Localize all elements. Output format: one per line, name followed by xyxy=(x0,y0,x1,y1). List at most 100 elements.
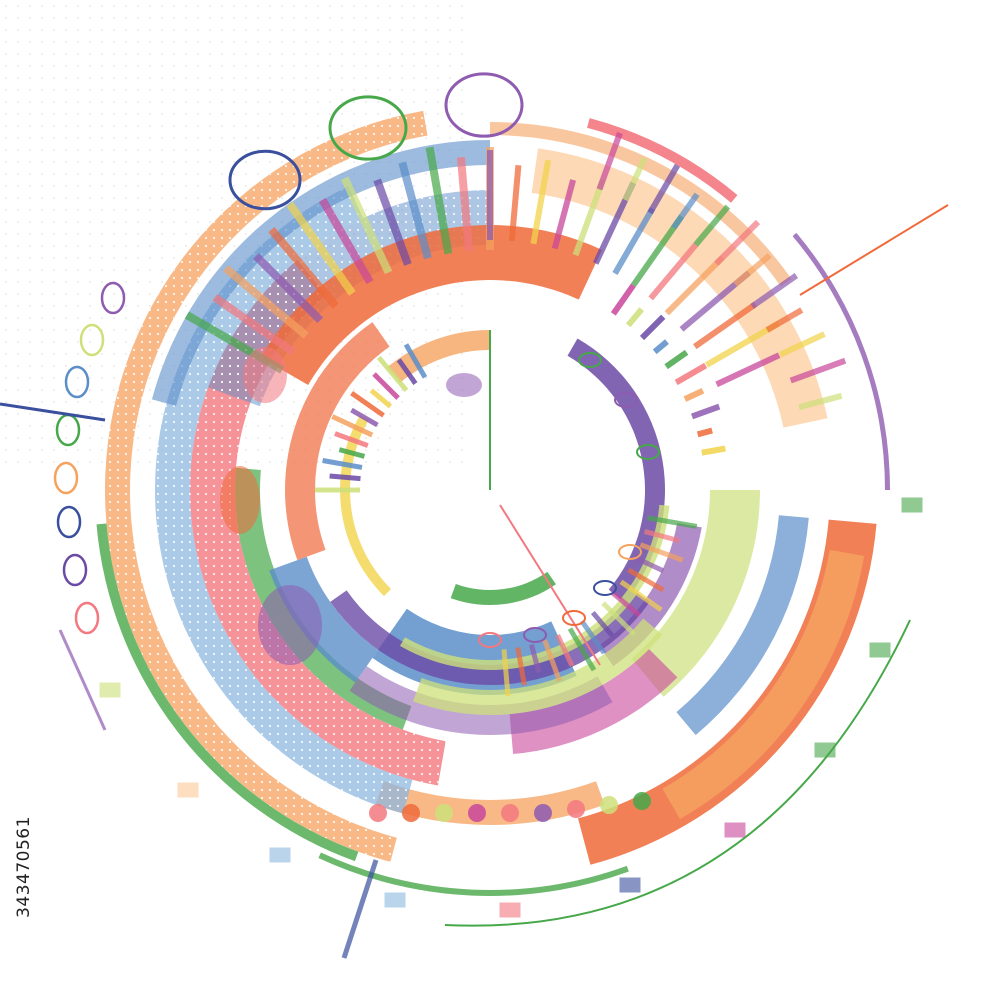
bottom-dot xyxy=(435,804,453,822)
radial-tick xyxy=(664,349,689,370)
radial-tick xyxy=(369,388,393,409)
radial-tick xyxy=(696,427,713,438)
ring-segment xyxy=(260,225,602,385)
blob xyxy=(243,347,287,403)
radial-tick xyxy=(789,357,847,384)
radial-tick xyxy=(664,255,725,316)
radial-tick xyxy=(765,307,804,333)
radial-tick xyxy=(778,331,826,358)
bottom-dot xyxy=(600,796,618,814)
radial-tick xyxy=(372,372,400,400)
bottom-dot xyxy=(468,804,486,822)
radial-tick xyxy=(223,265,309,339)
bottom-dot xyxy=(402,804,420,822)
ring-segment xyxy=(349,666,613,735)
outline-circle xyxy=(328,95,408,161)
radial-tick xyxy=(555,633,575,667)
radial-tick xyxy=(622,157,648,202)
ring-segment xyxy=(587,118,738,203)
radial-tick xyxy=(542,639,562,682)
accent-line xyxy=(0,402,106,422)
radial-tick xyxy=(643,528,680,544)
ring-segment xyxy=(567,338,665,603)
ring-segment xyxy=(531,148,828,428)
outline-ring xyxy=(64,365,90,399)
radial-tick xyxy=(572,178,606,257)
radial-tick xyxy=(515,647,527,686)
radial-tick xyxy=(714,219,761,266)
small-block xyxy=(901,497,923,513)
radial-tick xyxy=(373,178,412,266)
ring-segment xyxy=(413,618,663,715)
outline-ring xyxy=(74,601,100,635)
small-block xyxy=(619,877,641,893)
bottom-dot xyxy=(501,804,519,822)
radial-tick xyxy=(691,403,721,420)
scattered-decorations xyxy=(0,72,949,959)
radial-tick xyxy=(625,307,644,328)
outline-circle xyxy=(228,149,302,211)
radial-tick xyxy=(528,643,542,674)
ring-segment xyxy=(490,122,792,287)
radial-tick xyxy=(633,555,665,573)
radial-tick xyxy=(693,301,758,350)
inner-ring xyxy=(636,444,660,460)
radial-tick xyxy=(329,473,361,482)
radial-tick-bars xyxy=(184,131,847,697)
radial-tick xyxy=(610,590,641,618)
blob xyxy=(258,585,322,665)
radial-tick xyxy=(619,579,663,612)
radial-tick xyxy=(551,179,576,250)
stock-id-label: 343470561 xyxy=(8,742,40,992)
radial-tick xyxy=(530,159,552,245)
radial-tick xyxy=(610,283,636,316)
needle-line xyxy=(499,504,601,666)
outline-ring xyxy=(100,281,126,315)
radial-tick xyxy=(456,156,474,252)
bottom-dot xyxy=(633,792,651,810)
radial-tick xyxy=(715,352,781,388)
small-block xyxy=(269,847,291,863)
radial-tick xyxy=(612,207,656,275)
bottom-dot xyxy=(369,804,387,822)
ring-segment xyxy=(340,415,392,597)
radial-tick xyxy=(683,387,705,402)
outline-circle xyxy=(444,72,524,138)
radial-tick xyxy=(601,601,637,637)
radial-tick xyxy=(376,355,409,393)
radial-tick xyxy=(705,320,780,368)
blob xyxy=(220,466,260,534)
radial-tick xyxy=(750,273,799,309)
radial-tick xyxy=(331,414,374,438)
bottom-dot xyxy=(567,800,585,818)
radial-tick xyxy=(319,197,374,285)
stock-id-text: 343470561 xyxy=(14,816,34,918)
radial-tick xyxy=(425,146,453,255)
inner-ring xyxy=(593,580,617,596)
accent-line xyxy=(799,204,949,296)
radial-tick xyxy=(350,391,385,418)
inner-ring xyxy=(562,610,586,626)
small-block xyxy=(869,642,891,658)
ring-segment xyxy=(285,322,390,561)
radial-tick xyxy=(338,447,366,459)
radial-tick xyxy=(212,294,296,356)
ring-segment xyxy=(151,140,491,406)
radial-tick xyxy=(398,161,432,260)
radial-tick xyxy=(340,176,393,275)
ring-segment xyxy=(387,330,490,383)
inner-ring xyxy=(478,632,502,648)
radial-tick xyxy=(627,567,665,593)
radial-tick xyxy=(567,627,597,672)
radial-tick xyxy=(674,362,708,386)
radial-tick xyxy=(671,192,700,230)
radial-tick xyxy=(396,358,418,385)
small-block xyxy=(499,902,521,918)
radial-tick xyxy=(403,343,428,379)
small-block xyxy=(99,682,121,698)
inner-ring xyxy=(523,627,547,643)
radial-tick xyxy=(501,649,511,697)
radial-tick xyxy=(639,314,666,341)
inner-ring xyxy=(618,544,642,560)
